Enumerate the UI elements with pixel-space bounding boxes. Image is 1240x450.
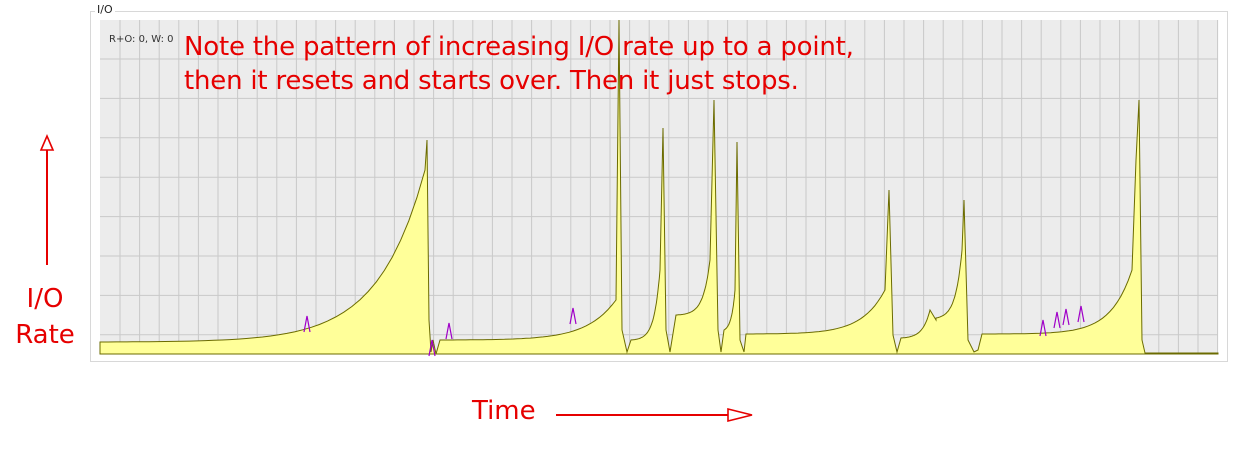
- io-readout: R+O: 0, W: 0: [109, 34, 174, 45]
- purple-spikes: [303, 305, 1085, 357]
- x-axis-arrow: [556, 407, 753, 423]
- read-spike: [1077, 305, 1085, 323]
- read-spike: [445, 322, 453, 340]
- y-axis-label-line1: I/O: [26, 284, 64, 314]
- io-rate-area: [99, 19, 1219, 355]
- y-axis-arrow: [39, 133, 55, 265]
- annotation-line-1: Note the pattern of increasing I/O rate …: [184, 32, 854, 62]
- x-axis-label: Time: [472, 396, 536, 426]
- read-spike: [1039, 319, 1047, 337]
- panel-title: I/O: [95, 3, 115, 17]
- read-spike: [569, 307, 577, 325]
- annotation-line-2: then it resets and starts over. Then it …: [184, 66, 799, 96]
- annotation-note: Note the pattern of increasing I/O rate …: [184, 30, 854, 98]
- read-spike: [303, 315, 311, 333]
- read-spike: [1062, 308, 1070, 326]
- read-spike: [428, 339, 436, 357]
- y-axis-label-line2: Rate: [15, 320, 75, 350]
- read-spike: [1053, 311, 1061, 329]
